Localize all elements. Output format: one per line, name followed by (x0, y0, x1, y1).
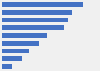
Bar (2, 33, 47, 38)
Bar (2, 41, 39, 46)
Bar (2, 64, 12, 69)
Bar (2, 18, 68, 22)
Bar (2, 25, 64, 30)
Bar (2, 56, 22, 61)
Bar (2, 10, 72, 15)
Bar (2, 2, 83, 7)
Bar (2, 49, 29, 53)
